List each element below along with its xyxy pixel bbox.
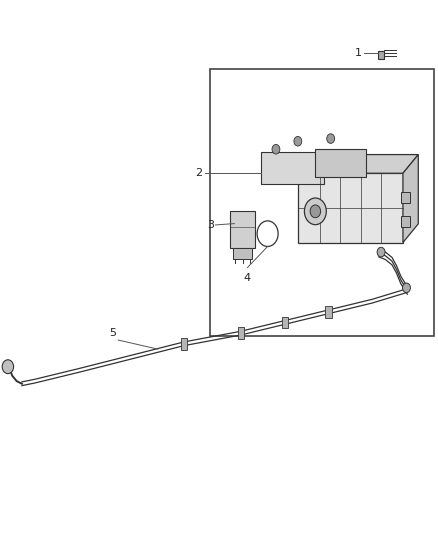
Bar [210, 69, 434, 336]
Bar [401, 216, 410, 227]
Bar [325, 306, 332, 318]
Bar [261, 152, 324, 184]
Bar [238, 327, 244, 339]
Polygon shape [298, 155, 418, 173]
Circle shape [377, 247, 385, 257]
Polygon shape [403, 155, 418, 243]
Circle shape [272, 144, 280, 154]
Text: 2: 2 [195, 168, 202, 178]
Bar [233, 248, 252, 259]
Text: 4: 4 [244, 273, 251, 284]
Circle shape [327, 134, 335, 143]
Circle shape [294, 136, 302, 146]
Bar [378, 51, 384, 59]
Circle shape [403, 283, 410, 293]
Text: 3: 3 [207, 220, 214, 230]
Bar [401, 192, 410, 203]
Bar [298, 173, 403, 243]
Circle shape [304, 198, 326, 225]
Circle shape [2, 360, 14, 374]
Bar [282, 317, 288, 328]
Text: 5: 5 [109, 328, 116, 338]
Text: 1: 1 [354, 49, 361, 58]
Circle shape [310, 205, 321, 217]
Bar [181, 338, 187, 350]
Bar [315, 149, 366, 177]
Bar [230, 211, 255, 248]
